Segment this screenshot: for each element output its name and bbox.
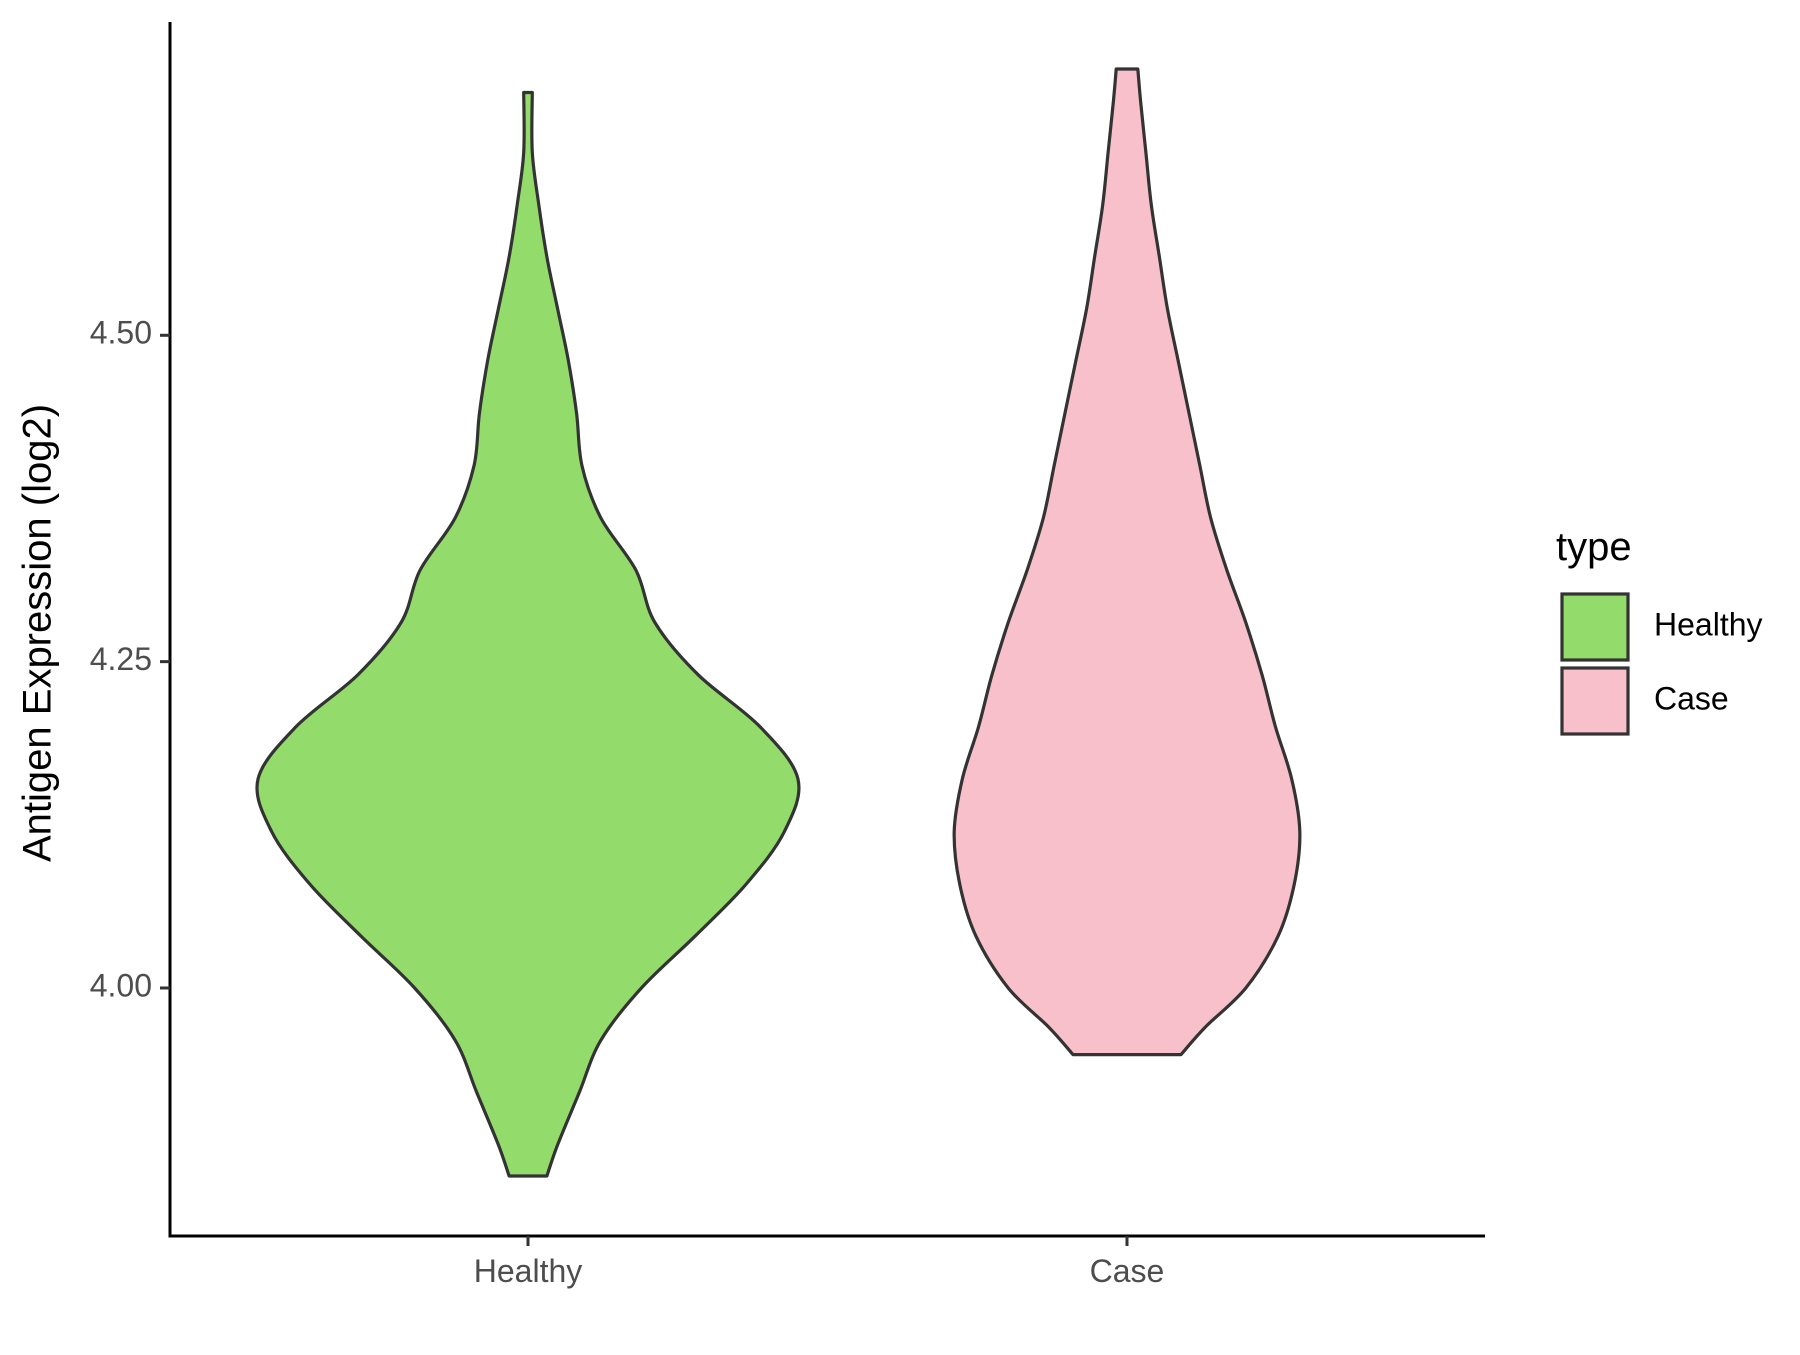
y-tick-label: 4.25 xyxy=(90,641,152,677)
x-tick-label: Healthy xyxy=(474,1253,583,1289)
legend-title: type xyxy=(1556,525,1632,569)
axes-layer: 4.00 4.25 4.50 Healthy Case xyxy=(90,22,1485,1289)
legend-swatch-healthy xyxy=(1560,592,1630,662)
y-axis-title: Antigen Expression (log2) xyxy=(16,404,60,862)
y-tick-label: 4.00 xyxy=(90,967,152,1003)
legend: type Healthy Case xyxy=(1556,525,1763,736)
legend-label-case: Case xyxy=(1654,680,1729,716)
legend-label-healthy: Healthy xyxy=(1654,606,1763,642)
violin-case xyxy=(952,67,1302,1057)
y-tick-label: 4.50 xyxy=(90,315,152,351)
violins-layer xyxy=(255,67,1302,1178)
legend-swatch-case xyxy=(1560,666,1630,736)
violin-healthy xyxy=(255,90,801,1178)
x-tick-label: Case xyxy=(1090,1253,1165,1289)
